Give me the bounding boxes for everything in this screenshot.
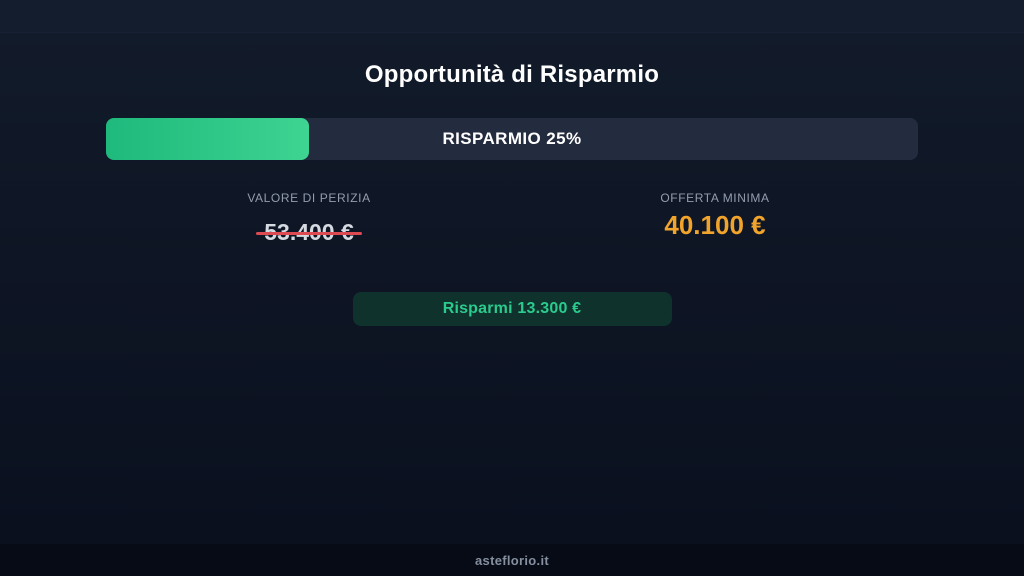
values-row: VALORE DI PERIZIA 53.400 € OFFERTA MINIM… [106, 191, 918, 246]
progress-label: RISPARMIO 25% [442, 129, 582, 148]
footer-site-name: asteflorio.it [475, 552, 549, 568]
savings-badge: Risparmi 13.300 € [352, 292, 672, 326]
footer-bar: asteflorio.it [0, 544, 1024, 576]
appraisal-value-column: VALORE DI PERIZIA 53.400 € [106, 191, 512, 246]
minimum-offer-label: OFFERTA MINIMA [660, 191, 770, 205]
minimum-offer-value: 40.100 € [664, 210, 766, 240]
badge-row: Risparmi 13.300 € [106, 292, 918, 326]
savings-progress-bar: RISPARMIO 25% [106, 118, 918, 160]
appraisal-label: VALORE DI PERIZIA [247, 191, 371, 205]
savings-panel: Opportunità di Risparmio RISPARMIO 25% V… [0, 33, 1024, 544]
top-strip [0, 0, 1024, 33]
panel-content: RISPARMIO 25% VALORE DI PERIZIA 53.400 €… [106, 118, 918, 326]
minimum-offer-column: OFFERTA MINIMA 40.100 € [512, 191, 918, 246]
page-title: Opportunità di Risparmio [364, 61, 660, 88]
appraisal-value-strikethrough: 53.400 € [256, 219, 362, 245]
appraisal-value-wrap: 53.400 € [106, 212, 512, 246]
progress-fill [106, 118, 309, 160]
